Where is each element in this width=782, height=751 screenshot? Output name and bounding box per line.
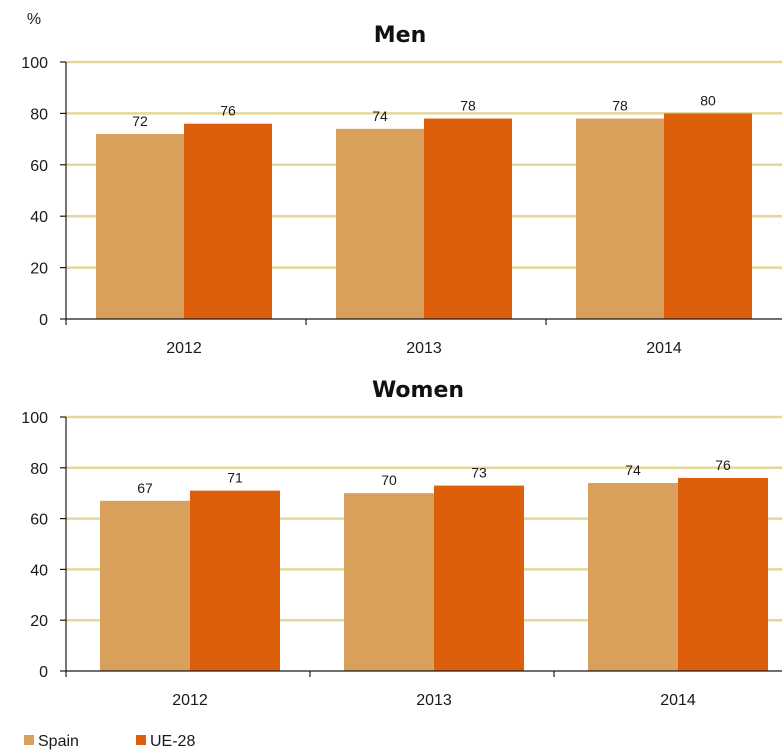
bar-women-spain-2013 — [344, 493, 434, 671]
bar-women-ue28-2013 — [434, 485, 524, 671]
data-label-women-ue28-2014: 76 — [715, 457, 731, 473]
chart-men-title: Men — [374, 23, 426, 48]
chart-men-y-tick-label: 80 — [30, 106, 48, 123]
chart-men-y-tick-label: 0 — [39, 312, 48, 329]
chart-women-y-tick-label: 100 — [21, 410, 48, 427]
bar-men-spain-2013 — [336, 128, 424, 319]
chart-men-x-tick-label: 2014 — [646, 340, 682, 357]
bar-men-ue28-2014 — [664, 113, 752, 320]
legend-label-ue28: UE-28 — [150, 733, 195, 750]
data-label-men-spain-2012: 72 — [132, 113, 148, 129]
chart-women-y-tick-label: 80 — [30, 461, 48, 478]
data-label-men-ue28-2012: 76 — [220, 103, 236, 119]
data-label-men-ue28-2014: 80 — [700, 92, 716, 108]
chart-women-x-tick-label: 2013 — [416, 692, 452, 709]
data-label-women-ue28-2013: 73 — [471, 465, 487, 481]
chart-women-y-tick-label: 60 — [30, 512, 48, 529]
bar-women-spain-2014 — [588, 483, 678, 671]
chart-women-y-tick-label: 20 — [30, 613, 48, 630]
chart-women-y-tick-label: 40 — [30, 562, 48, 579]
legend-swatch-ue28 — [136, 735, 146, 745]
data-label-women-spain-2014: 74 — [625, 462, 641, 478]
chart-men-y-tick-label: 40 — [30, 209, 48, 226]
chart-men-y-tick-label: 60 — [30, 158, 48, 175]
chart-men-x-tick-label: 2013 — [406, 340, 442, 357]
bar-women-ue28-2014 — [678, 477, 768, 671]
chart-women: Women 67 71 70 73 74 76 0 20 40 60 80 100 2012 2013 20… — [21, 378, 782, 709]
chart-men-y-tick-label: 100 — [21, 55, 48, 72]
data-label-men-spain-2013: 74 — [372, 108, 388, 124]
chart-women-y-tick-label: 0 — [39, 664, 48, 681]
data-label-men-ue28-2013: 78 — [460, 98, 476, 114]
chart-men: % Men 72 76 74 78 78 80 0 20 40 60 80 100 2012 2013 20… — [21, 11, 782, 357]
data-label-women-ue28-2012: 71 — [227, 470, 243, 486]
legend-label-spain: Spain — [38, 733, 79, 750]
bar-women-ue28-2012 — [190, 490, 280, 671]
chart-women-x-tick-label: 2014 — [660, 692, 696, 709]
data-label-women-spain-2013: 70 — [381, 472, 397, 488]
bar-women-spain-2012 — [100, 500, 190, 671]
chart-women-x-tick-label: 2012 — [172, 692, 208, 709]
chart-men-ylabel: % — [27, 11, 41, 28]
bar-men-spain-2012 — [96, 133, 184, 319]
chart-women-title: Women — [372, 378, 464, 403]
legend-swatch-spain — [24, 735, 34, 745]
chart-men-y-tick-label: 20 — [30, 261, 48, 278]
data-label-men-spain-2014: 78 — [612, 98, 628, 114]
chart-men-x-tick-label: 2012 — [166, 340, 202, 357]
legend: Spain UE-28 — [24, 733, 195, 750]
data-label-women-spain-2012: 67 — [137, 480, 153, 496]
bar-men-ue28-2012 — [184, 123, 272, 320]
bar-men-spain-2014 — [576, 118, 664, 319]
bar-men-ue28-2013 — [424, 118, 512, 319]
